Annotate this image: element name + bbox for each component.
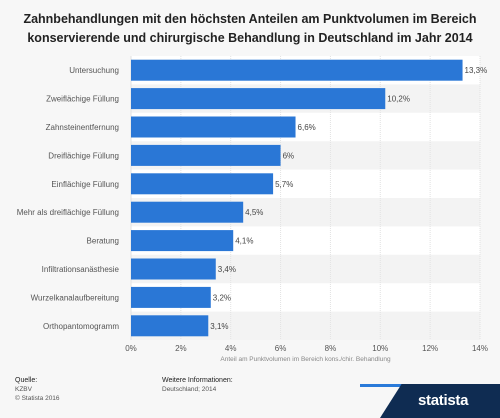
- value-label: 3,4%: [218, 265, 236, 274]
- bar[interactable]: [131, 173, 274, 195]
- category-label: Mehr als dreiflächige Füllung: [17, 208, 119, 217]
- category-label: Einflächige Füllung: [51, 180, 119, 189]
- x-tick-label: 12%: [422, 344, 438, 353]
- x-tick-labels: 0% 2% 4% 6% 8% 10% 12% 14%: [125, 344, 488, 353]
- category-label: Infiltrationsanästhesie: [42, 265, 120, 274]
- source-heading: Quelle:: [15, 377, 38, 384]
- statista-logo[interactable]: statista: [418, 392, 469, 409]
- category-label: Dreiflächige Füllung: [48, 151, 119, 160]
- bar[interactable]: [131, 88, 386, 110]
- bar-chart: Untersuchung Zweiflächige Füllung Zahnstei…: [17, 56, 488, 363]
- value-label: 4,5%: [245, 208, 263, 217]
- value-label: 10,2%: [387, 95, 410, 104]
- value-label: 13,3%: [465, 66, 488, 75]
- category-label: Beratung: [87, 237, 119, 246]
- value-label: 4,1%: [235, 237, 253, 246]
- brand-banner: [380, 384, 500, 418]
- source-block: Quelle: KZBV © Statista 2016: [15, 376, 60, 403]
- x-tick-label: 14%: [472, 344, 488, 353]
- bar[interactable]: [131, 144, 281, 166]
- value-label: 5,7%: [275, 180, 293, 189]
- value-labels: 13,3% 10,2% 6,6% 6% 5,7% 4,5% 4,1% 3,4% 3,2% 3,1%: [210, 66, 487, 331]
- bar[interactable]: [131, 230, 234, 252]
- x-tick-label: 8%: [325, 344, 337, 353]
- chart-title: Zahnbehandlungen mit den höchsten Anteil…: [23, 12, 477, 45]
- bar[interactable]: [131, 59, 463, 81]
- x-tick-label: 10%: [372, 344, 388, 353]
- bar[interactable]: [131, 116, 296, 138]
- category-label: Zweiflächige Füllung: [46, 95, 119, 104]
- category-label: Orthopantomogramm: [43, 322, 119, 331]
- bar[interactable]: [131, 286, 211, 308]
- value-label: 3,2%: [213, 293, 231, 302]
- value-label: 6%: [283, 151, 295, 160]
- info-line-1: Deutschland; 2014: [162, 386, 217, 393]
- value-label: 6,6%: [298, 123, 316, 132]
- source-line-1: KZBV: [15, 386, 32, 393]
- bar[interactable]: [131, 315, 209, 337]
- x-tick-label: 4%: [225, 344, 237, 353]
- x-tick-label: 2%: [175, 344, 187, 353]
- category-label: Wurzelkanalaufbereitung: [31, 293, 119, 302]
- category-labels: Untersuchung Zweiflächige Füllung Zahnstei…: [17, 66, 120, 331]
- bars: [131, 59, 463, 337]
- info-block: Weitere Informationen: Deutschland; 2014: [162, 376, 233, 394]
- x-axis-title: Anteil am Punktvolumen im Bereich kons./…: [220, 356, 391, 363]
- bar[interactable]: [131, 201, 244, 223]
- bar[interactable]: [131, 258, 216, 280]
- x-tick-label: 6%: [275, 344, 287, 353]
- value-label: 3,1%: [210, 322, 228, 331]
- source-line-2: © Statista 2016: [15, 395, 60, 402]
- category-label: Untersuchung: [69, 66, 119, 75]
- category-label: Zahnsteinentfernung: [46, 123, 119, 132]
- x-tick-label: 0%: [125, 344, 137, 353]
- info-heading: Weitere Informationen:: [162, 377, 233, 384]
